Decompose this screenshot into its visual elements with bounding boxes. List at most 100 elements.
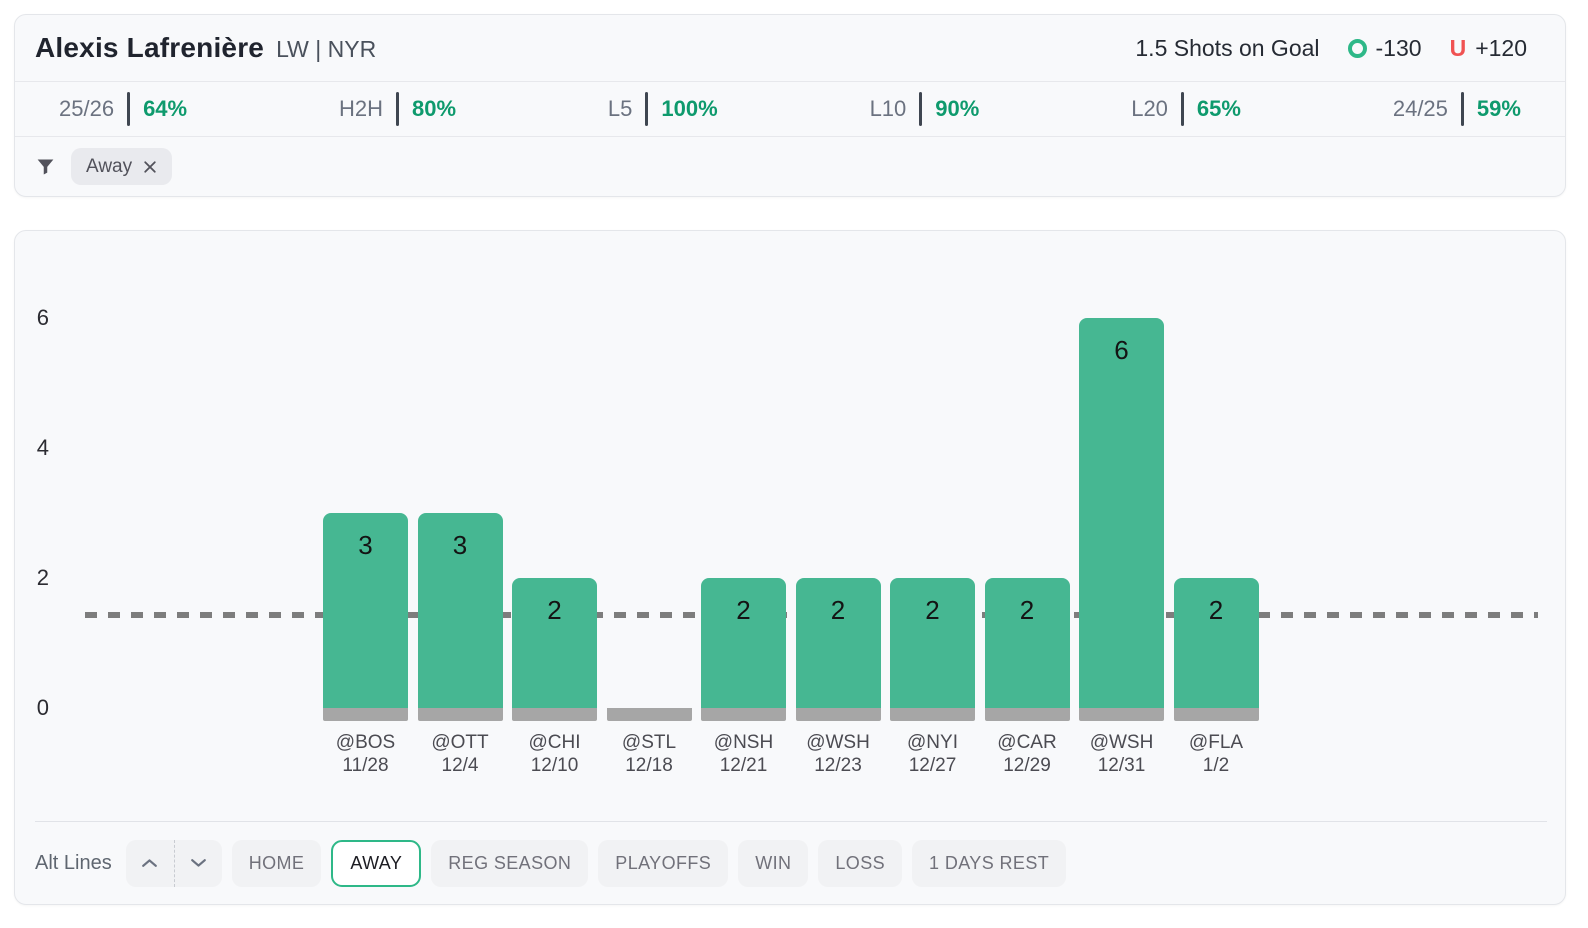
stat-label: L20 bbox=[1131, 96, 1168, 121]
bar-wsh-12-23[interactable] bbox=[795, 578, 881, 708]
bar-value-label: 2 bbox=[830, 595, 846, 625]
player-name: Alexis Lafrenière bbox=[35, 32, 265, 63]
filter-funnel-icon bbox=[35, 156, 56, 177]
stat-label: 24/25 bbox=[1392, 96, 1448, 121]
bar-base-strip bbox=[984, 708, 1070, 721]
under-icon: U bbox=[1449, 34, 1467, 61]
bar-base-strip bbox=[606, 708, 692, 721]
chevron-down-icon bbox=[190, 856, 207, 871]
filter-button-reg-season[interactable]: REG SEASON bbox=[431, 840, 589, 887]
stat-value: 59% bbox=[1476, 96, 1521, 121]
bar-base-strip bbox=[1173, 708, 1259, 721]
stat-value: 90% bbox=[935, 96, 980, 121]
bar-base-strip bbox=[417, 708, 503, 721]
stat-label: L10 bbox=[869, 96, 907, 121]
stat-label: 25/26 bbox=[59, 96, 115, 121]
chart-controls: Alt Lines HOME AWAY REG SEASON PLAYOFFS WIN L… bbox=[35, 840, 1067, 887]
stat-divider bbox=[645, 92, 649, 126]
over-odds[interactable]: -130 bbox=[1347, 34, 1422, 62]
chevron-up-icon bbox=[141, 856, 158, 871]
stat-item-l5[interactable]: L5 100% bbox=[608, 92, 718, 126]
y-tick-label: 4 bbox=[36, 435, 49, 460]
x-axis-label: @WSH 12/23 bbox=[806, 732, 870, 776]
bar-value-label: 6 bbox=[1114, 335, 1129, 365]
player-prop-card: Alexis Lafrenière LW | NYR 1.5 Shots on … bbox=[14, 14, 1566, 197]
over-odds-value: -130 bbox=[1375, 34, 1422, 61]
filter-button-loss[interactable]: LOSS bbox=[818, 840, 903, 887]
y-tick-label: 2 bbox=[36, 565, 49, 590]
bar-base-strip bbox=[1079, 708, 1164, 721]
x-axis-label: @BOS 11/28 bbox=[335, 732, 396, 776]
y-tick-label: 6 bbox=[36, 305, 49, 330]
bar-value-label: 2 bbox=[925, 595, 940, 625]
x-axis-label: @CHI 12/10 bbox=[528, 732, 581, 776]
x-axis-label: @NYI 12/27 bbox=[907, 732, 958, 776]
filter-chip-away[interactable]: Away bbox=[71, 148, 173, 185]
player-title-group: Alexis Lafrenière LW | NYR bbox=[35, 32, 376, 64]
player-position-team: LW | NYR bbox=[276, 36, 377, 62]
stat-divider bbox=[127, 92, 131, 126]
bar-nsh-12-21[interactable] bbox=[701, 578, 786, 708]
bar-bos-11-28[interactable] bbox=[323, 513, 408, 708]
bar-value-label: 2 bbox=[736, 595, 751, 625]
under-odds[interactable]: U +120 bbox=[1450, 35, 1527, 62]
stat-item-l20[interactable]: L20 65% bbox=[1131, 92, 1241, 126]
bar-base-strip bbox=[795, 708, 881, 721]
bar-value-label: 2 bbox=[547, 595, 562, 625]
stat-label: L5 bbox=[607, 96, 633, 121]
bar-wsh-12-31[interactable] bbox=[1079, 318, 1164, 708]
filter-button-1-days-rest[interactable]: 1 DAYS REST bbox=[912, 840, 1067, 887]
filter-row: Away bbox=[15, 137, 1565, 196]
stats-row: 25/26 64% H2H 80% L5 100% L10 90% L20 65% 24/25 59% bbox=[15, 82, 1565, 137]
under-odds-value: +120 bbox=[1475, 34, 1527, 61]
bar-value-label: 2 bbox=[1019, 595, 1035, 625]
controls-divider bbox=[35, 821, 1547, 822]
x-axis-label: @OTT 12/4 bbox=[431, 732, 489, 776]
stat-value: 80% bbox=[412, 96, 457, 121]
bar-base-strip bbox=[512, 708, 597, 721]
stat-item-25-26[interactable]: 25/26 64% bbox=[59, 92, 187, 126]
prop-line-label: 1.5 Shots on Goal bbox=[1135, 34, 1320, 61]
bar-base-strip bbox=[890, 708, 975, 721]
alt-line-up-button[interactable] bbox=[126, 840, 174, 887]
player-header: Alexis Lafrenière LW | NYR 1.5 Shots on … bbox=[15, 15, 1565, 82]
stat-value: 64% bbox=[143, 96, 188, 121]
game-log-chart-card: 0 2 4 6 3 @BOS 11/28 3 @OTT 12/4 2 @CHI 12/10 @STL 12/… bbox=[14, 230, 1566, 905]
bar-ott-12-4[interactable] bbox=[417, 513, 503, 708]
stat-item-l10[interactable]: L10 90% bbox=[869, 92, 980, 126]
filter-button-playoffs[interactable]: PLAYOFFS bbox=[598, 840, 729, 887]
stat-label: H2H bbox=[338, 96, 383, 121]
x-axis-label: @CAR 12/29 bbox=[997, 732, 1057, 776]
stat-divider bbox=[396, 92, 399, 126]
bar-value-label: 3 bbox=[358, 530, 373, 560]
bar-chart: 0 2 4 6 3 @BOS 11/28 3 @OTT 12/4 2 @CHI 12/10 @STL 12/… bbox=[15, 231, 1567, 821]
bar-base-strip bbox=[701, 708, 786, 721]
alt-lines-stepper bbox=[125, 840, 222, 887]
bar-fla-1-2[interactable] bbox=[1173, 578, 1259, 708]
stat-item-24-25[interactable]: 24/25 59% bbox=[1393, 92, 1521, 126]
filter-button-away[interactable]: AWAY bbox=[331, 840, 422, 887]
y-tick-label: 0 bbox=[36, 695, 49, 720]
filter-buttons-group: HOME AWAY REG SEASON PLAYOFFS WIN LOSS 1 DAYS … bbox=[231, 840, 1067, 887]
bar-nyi-12-27[interactable] bbox=[890, 578, 975, 708]
stat-item-h2h[interactable]: H2H 80% bbox=[339, 92, 456, 126]
stat-divider bbox=[1180, 92, 1184, 126]
bar-value-label: 3 bbox=[452, 530, 468, 560]
over-icon bbox=[1347, 38, 1367, 58]
bar-chi-12-10[interactable] bbox=[512, 578, 597, 708]
x-axis-label: @STL 12/18 bbox=[621, 732, 677, 776]
chip-close-icon[interactable] bbox=[143, 160, 157, 174]
filter-chip-label: Away bbox=[86, 155, 133, 177]
stat-value: 65% bbox=[1196, 96, 1241, 121]
bar-value-label: 2 bbox=[1208, 595, 1224, 625]
stat-value: 100% bbox=[661, 96, 718, 121]
alt-lines-label: Alt Lines bbox=[35, 852, 112, 874]
alt-line-down-button[interactable] bbox=[173, 840, 222, 887]
bar-car-12-29[interactable] bbox=[984, 578, 1070, 708]
x-axis-label: @WSH 12/31 bbox=[1089, 732, 1154, 776]
x-axis-label: @FLA 1/2 bbox=[1188, 732, 1244, 776]
filter-button-win[interactable]: WIN bbox=[738, 840, 809, 887]
stat-divider bbox=[1460, 92, 1464, 126]
filter-button-home[interactable]: HOME bbox=[231, 840, 322, 887]
